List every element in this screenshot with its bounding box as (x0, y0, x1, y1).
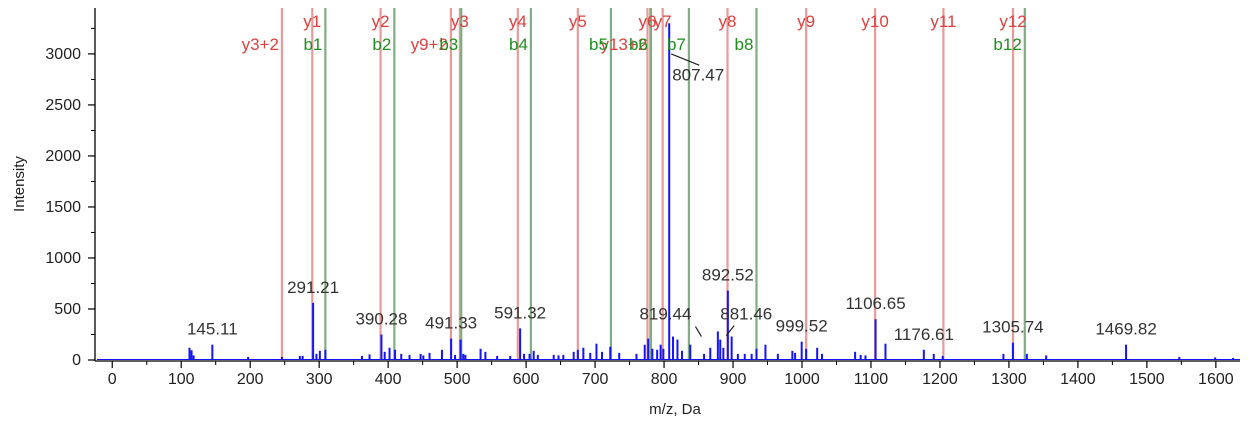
y-ion-label: y3 (451, 12, 469, 31)
peak-label: 807.47 (672, 65, 724, 84)
peak-label: 145.11 (187, 320, 238, 339)
y-tick-label: 3000 (45, 46, 81, 63)
x-tick-label: 1000 (784, 371, 820, 388)
x-tick-label: 1300 (991, 371, 1027, 388)
peak-label: 999.52 (776, 317, 828, 336)
b-ion-label: b5 (589, 35, 608, 54)
peak-label: 591.32 (494, 303, 546, 322)
peak-label-leader (725, 325, 735, 336)
x-axis-title: m/z, Da (649, 401, 701, 418)
x-tick-label: 800 (651, 371, 678, 388)
peak-label: 1106.65 (845, 294, 905, 313)
ion-lines-group (280, 8, 1026, 360)
y-axis-title: Intensity (11, 156, 28, 212)
b-ion-label: b12 (993, 35, 1021, 54)
peak-label: 1176.61 (894, 325, 954, 344)
y-tick-label: 2000 (45, 148, 81, 165)
peak-label: 1305.74 (982, 318, 1043, 337)
y-tick-label: 2500 (45, 97, 81, 114)
x-tick-label: 0 (108, 371, 117, 388)
b-ion-label: b2 (372, 35, 391, 54)
x-tick-label: 1600 (1198, 371, 1234, 388)
peak-label: 1469.82 (1095, 320, 1156, 339)
x-tick-label: 1200 (922, 371, 958, 388)
peak-label-leader (670, 53, 700, 66)
y-ion-label: y9 (797, 12, 815, 31)
peak-label: 892.52 (702, 266, 754, 285)
y-ion-label: y9+2 (411, 35, 448, 54)
x-tick-label: 1100 (854, 371, 889, 388)
peak-label: 491.33 (425, 314, 477, 333)
x-tick-label: 900 (720, 371, 747, 388)
x-tick-label: 700 (582, 371, 609, 388)
y-tick-label: 500 (54, 301, 81, 318)
axes-group: 0 100 200 300 400 500 600 700 800 900 1000 1100 1200… (45, 8, 1240, 388)
y-ion-label: y11 (930, 12, 956, 31)
x-tick-label: 300 (306, 371, 333, 388)
peaks-group (97, 23, 1240, 360)
peak-label-leader (694, 326, 702, 337)
x-tick-label: 1400 (1060, 371, 1096, 388)
peak-label: 291.21 (287, 278, 339, 297)
x-tick-label: 1500 (1129, 371, 1165, 388)
x-tick-label: 600 (513, 371, 540, 388)
b-ion-label: b3 (439, 35, 458, 54)
y-ion-label: y13+2 (600, 35, 647, 54)
x-tick-label: 400 (375, 371, 402, 388)
y-ion-label: y4 (509, 12, 527, 31)
peak-label: 390.28 (355, 309, 407, 328)
y-ion-label: y6 (639, 12, 657, 31)
x-tick-label: 500 (444, 371, 471, 388)
b-ion-label: b4 (509, 35, 528, 54)
y-ion-label: y1 (303, 12, 321, 31)
b-ion-label: b1 (303, 35, 322, 54)
peak-label: 819.44 (639, 305, 691, 324)
x-tick-label: 200 (237, 371, 264, 388)
y-ion-label: y7 (654, 12, 672, 31)
y-ion-label: y2 (372, 12, 390, 31)
y-ion-label: y5 (569, 12, 587, 31)
peak-label: 881.46 (720, 305, 772, 324)
b-ion-label: b6 (629, 35, 648, 54)
y-ion-label: y10 (861, 12, 888, 31)
y-ion-label: y3+2 (242, 35, 279, 54)
y-tick-label: 1500 (45, 199, 81, 216)
y-ion-label: y8 (719, 12, 737, 31)
x-tick-label: 100 (168, 371, 195, 388)
b-ion-label: b8 (735, 35, 754, 54)
b-ion-label: b7 (667, 35, 686, 54)
y-tick-label: 0 (72, 352, 81, 369)
y-ion-label: y12 (999, 12, 1026, 31)
y-tick-label: 1000 (45, 250, 81, 267)
